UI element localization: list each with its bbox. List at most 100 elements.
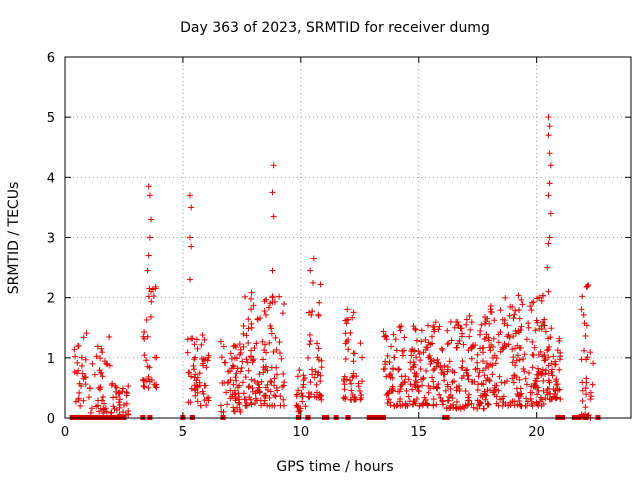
data-point — [535, 365, 542, 372]
data-point — [218, 354, 225, 361]
data-point — [145, 384, 152, 391]
data-point — [480, 381, 487, 388]
data-point — [359, 378, 366, 385]
data-point — [583, 284, 590, 291]
data-point — [383, 373, 390, 380]
data-point — [540, 318, 547, 325]
data-point — [99, 349, 106, 356]
data-point — [509, 375, 516, 382]
data-point — [542, 367, 549, 374]
data-point — [540, 292, 547, 299]
data-point — [505, 341, 512, 348]
data-point — [399, 348, 406, 355]
data-point — [83, 330, 90, 337]
data-point — [349, 314, 356, 321]
data-point — [345, 346, 352, 353]
data-point — [545, 114, 552, 121]
data-point — [549, 366, 556, 373]
data-point — [533, 399, 540, 406]
data-point — [306, 394, 313, 401]
data-point — [528, 307, 535, 314]
data-point — [472, 366, 479, 373]
data-point — [236, 382, 243, 389]
data-point — [143, 316, 150, 323]
data-point — [381, 333, 388, 340]
data-point — [545, 335, 552, 342]
data-point — [383, 392, 390, 399]
data-point — [276, 339, 283, 346]
data-point — [547, 162, 554, 169]
data-point — [456, 383, 463, 390]
y-tick-label: 1 — [47, 352, 55, 367]
data-point — [232, 344, 239, 351]
grid-lines — [65, 57, 631, 418]
data-point — [140, 383, 147, 390]
data-point — [529, 338, 536, 345]
data-point — [343, 320, 350, 327]
data-point — [125, 383, 132, 390]
data-point — [587, 349, 594, 356]
data-point — [579, 397, 586, 404]
data-point — [296, 408, 303, 415]
data-point — [442, 387, 449, 394]
data-point — [357, 396, 364, 403]
data-point — [351, 350, 358, 357]
data-point — [221, 359, 228, 366]
data-point — [261, 341, 268, 348]
data-point — [273, 346, 280, 353]
data-point — [448, 337, 455, 344]
data-point — [478, 380, 485, 387]
data-point — [483, 360, 490, 367]
data-point — [231, 408, 238, 415]
data-point — [74, 370, 81, 377]
data-point — [146, 285, 153, 292]
data-point — [344, 306, 351, 313]
data-point — [264, 367, 271, 374]
data-point — [82, 381, 89, 388]
data-point — [388, 343, 395, 350]
data-point — [548, 360, 555, 367]
data-point — [277, 350, 284, 357]
data-point — [557, 349, 564, 356]
data-point — [72, 353, 79, 360]
data-point — [497, 307, 504, 314]
data-point — [472, 342, 479, 349]
data-point — [254, 316, 261, 323]
data-point — [545, 192, 552, 199]
data-point — [299, 393, 306, 400]
data-point — [523, 395, 530, 402]
data-point — [542, 371, 549, 378]
data-point — [310, 255, 317, 262]
data-point — [109, 380, 116, 387]
data-point — [120, 409, 127, 416]
data-point — [491, 382, 498, 389]
data-point — [262, 311, 269, 318]
data-point — [522, 375, 529, 382]
data-point — [538, 297, 545, 304]
data-point — [589, 381, 596, 388]
data-point — [317, 392, 324, 399]
data-point — [420, 349, 427, 356]
data-point — [533, 378, 540, 385]
y-axis-label: SRMTID / TECUs — [6, 182, 22, 295]
y-tick-label: 5 — [47, 111, 55, 126]
data-point — [359, 354, 366, 361]
data-point — [341, 381, 348, 388]
data-point — [413, 337, 420, 344]
tick-labels: 0 5 10 15 20 0 1 2 3 4 5 6 — [47, 51, 545, 440]
data-point — [515, 391, 522, 398]
data-point — [446, 358, 453, 365]
data-point — [493, 393, 500, 400]
data-point — [203, 364, 210, 371]
data-point — [312, 368, 319, 375]
data-point — [238, 364, 245, 371]
data-point — [262, 392, 269, 399]
data-point — [516, 356, 523, 363]
data-point — [311, 374, 318, 381]
data-point — [186, 276, 193, 283]
data-point — [435, 381, 442, 388]
data-point — [518, 402, 525, 409]
data-point — [444, 366, 451, 373]
data-point — [534, 295, 541, 302]
data-point — [113, 394, 120, 401]
